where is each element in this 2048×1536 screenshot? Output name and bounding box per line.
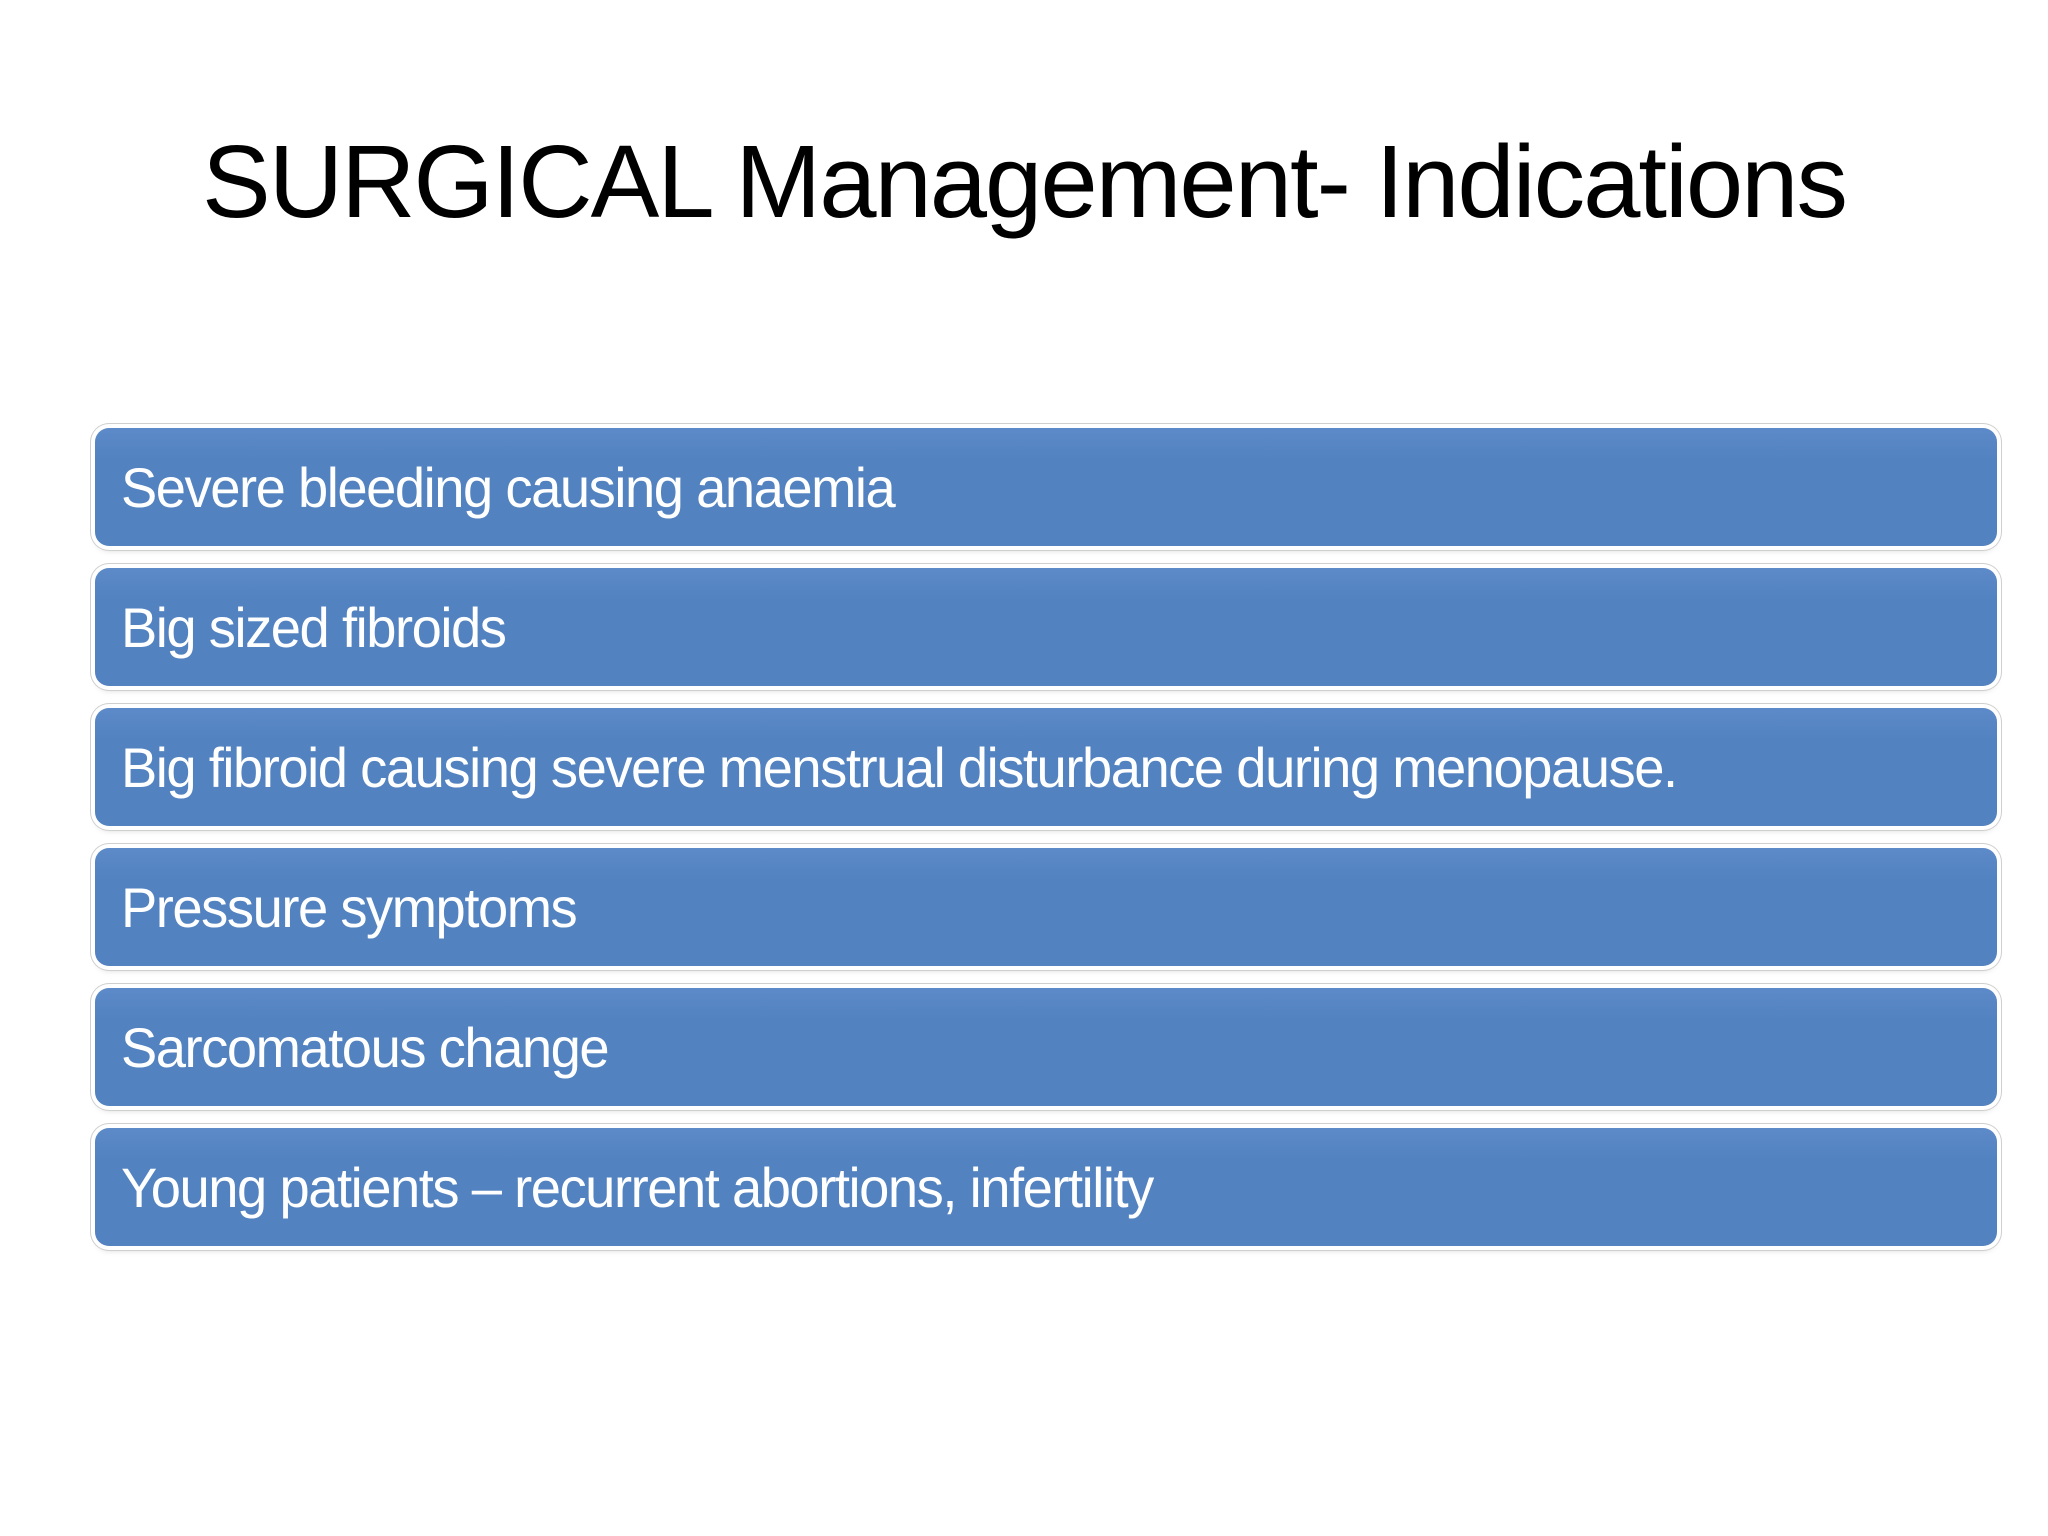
slide-title: SURGICAL Management- Indications [202,124,1848,239]
indication-bar-young-patients: Young patients – recurrent abortions, in… [95,1128,1997,1246]
indication-bar-severe-bleeding: Severe bleeding causing anaemia [95,428,1997,546]
indication-label: Pressure symptoms [121,875,578,939]
indication-label: Big fibroid causing severe menstrual dis… [121,735,1678,799]
indication-bar-pressure-symptoms: Pressure symptoms [95,848,1997,966]
indication-bar-menstrual-disturbance: Big fibroid causing severe menstrual dis… [95,708,1997,826]
indication-label: Big sized fibroids [121,595,507,659]
indications-list: Severe bleeding causing anaemia Big size… [95,428,1997,1246]
indication-label: Young patients – recurrent abortions, in… [121,1155,1154,1219]
indication-bar-big-sized-fibroids: Big sized fibroids [95,568,1997,686]
indication-bar-sarcomatous-change: Sarcomatous change [95,988,1997,1106]
indication-label: Sarcomatous change [121,1015,610,1079]
indication-label: Severe bleeding causing anaemia [121,455,896,519]
